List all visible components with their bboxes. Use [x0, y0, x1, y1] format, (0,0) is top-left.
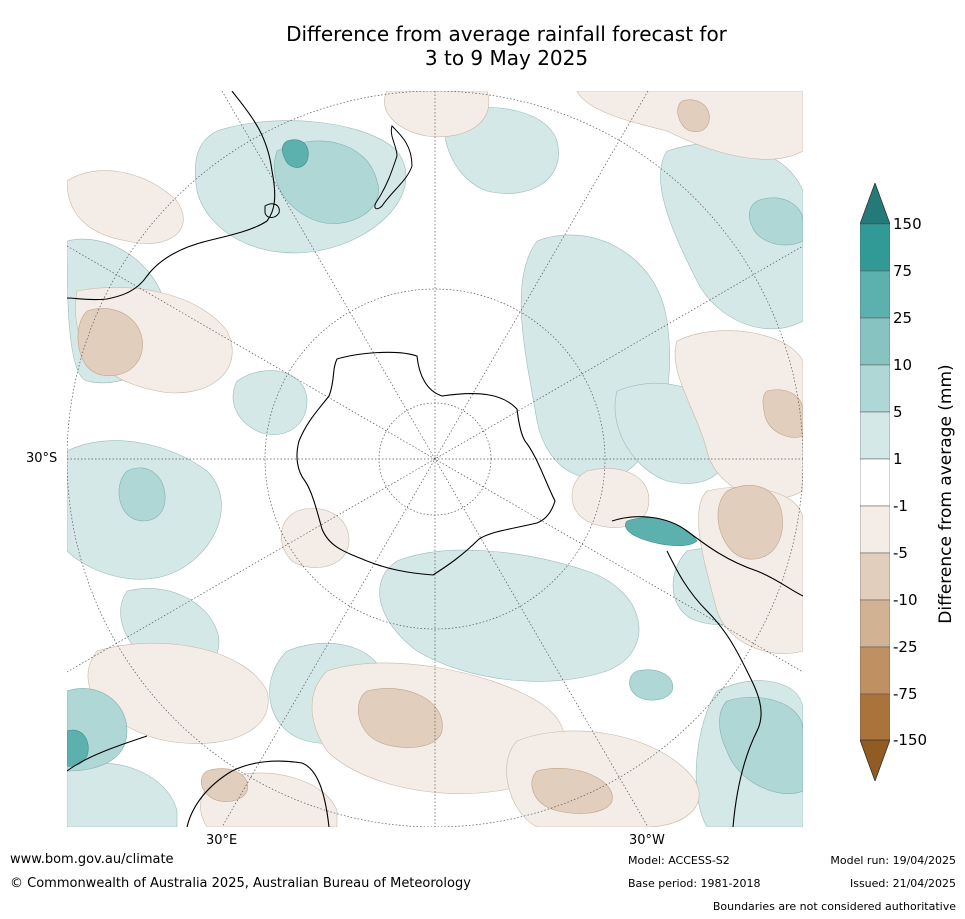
africa-outline — [186, 760, 330, 827]
colorbar-bin-10-25 — [860, 317, 890, 366]
footer-disclaimer: Boundaries are not considered authoritat… — [712, 900, 956, 913]
colorbar-title: Difference from average (mm) — [936, 364, 956, 624]
colorbar-tick-5: 5 — [893, 403, 903, 421]
new-zealand-outline — [374, 125, 413, 210]
south-america-coast — [666, 550, 762, 827]
south-america-outline — [611, 516, 803, 597]
title-line-1: Difference from average rainfall forecas… — [286, 22, 727, 46]
colorbar-bin-m75-m25 — [860, 646, 890, 695]
colorbar-tick-m75: -75 — [893, 685, 918, 703]
colorbar-bin-75-150 — [860, 223, 890, 272]
graticule — [67, 91, 803, 827]
colorbar-top-extend — [860, 183, 890, 225]
colorbar-bin-m25-m10 — [860, 599, 890, 648]
colorbar-tick-m5: -5 — [893, 544, 908, 562]
wet-anomaly-light — [67, 106, 803, 827]
colorbar-bottom-extend — [860, 739, 890, 781]
dry-anomaly-medium — [77, 99, 803, 814]
colorbar-tick-75: 75 — [893, 262, 913, 280]
rainfall-anomaly-map — [67, 91, 803, 827]
colorbar-bin-m5-m1 — [860, 505, 890, 554]
colorbar-bin-25-75 — [860, 270, 890, 319]
footer-model-run: Model run: 19/04/2025 — [830, 854, 956, 867]
australia-outline — [67, 91, 276, 301]
footer-model: Model: ACCESS-S2 — [628, 854, 730, 867]
colorbar-tick-m1: -1 — [893, 497, 908, 515]
colorbar-bin-1-5 — [860, 411, 890, 460]
footer-url[interactable]: www.bom.gov.au/climate — [10, 852, 174, 867]
madagascar-outline — [67, 735, 148, 772]
footer-copyright: © Commonwealth of Australia 2025, Austra… — [10, 876, 471, 891]
colorbar — [860, 183, 890, 781]
lat-label-30s: 30°S — [26, 451, 58, 466]
colorbar-bin-m1-1 — [860, 458, 890, 507]
colorbar-tick-1: 1 — [893, 450, 903, 468]
colorbar-tick-25: 25 — [893, 309, 913, 327]
colorbar-tick-m150: -150 — [893, 731, 928, 749]
colorbar-bin-5-10 — [860, 364, 890, 413]
tasmania-outline — [264, 203, 280, 218]
title-line-2: 3 to 9 May 2025 — [424, 46, 589, 70]
colorbar-tick-10: 10 — [893, 356, 913, 374]
lon-label-30w: 30°W — [629, 833, 665, 848]
map-title: Difference from average rainfall forecas… — [0, 22, 965, 70]
colorbar-tick-150: 150 — [893, 215, 922, 233]
colorbar-tick-m10: -10 — [893, 591, 918, 609]
lon-label-30e: 30°E — [206, 833, 238, 848]
colorbar-bin-m150-m75 — [860, 693, 890, 742]
colorbar-bin-m10-m5 — [860, 552, 890, 601]
footer-issued: Issued: 21/04/2025 — [849, 877, 956, 890]
wet-anomaly-strong — [67, 139, 698, 767]
antarctica-outline — [296, 351, 556, 576]
colorbar-tick-m25: -25 — [893, 638, 918, 656]
footer-base-period: Base period: 1981-2018 — [628, 877, 761, 890]
